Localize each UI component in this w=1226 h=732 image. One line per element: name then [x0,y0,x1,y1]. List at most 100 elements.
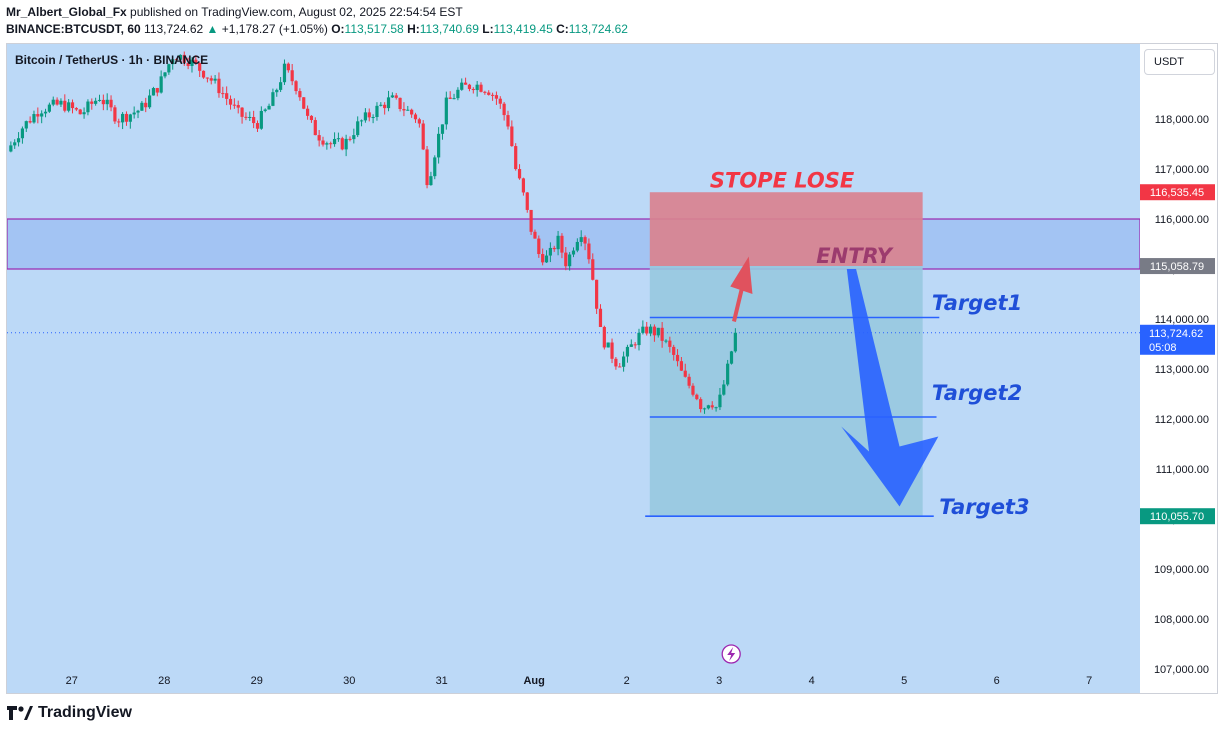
candle-body [579,237,583,242]
candle-body [506,115,510,127]
candle-body [159,76,163,93]
candle-body [691,385,695,395]
candle-body [610,342,614,359]
candle-body [32,114,36,123]
candle-body [502,103,506,116]
candle-body [16,138,21,143]
candle-body [410,109,414,115]
low-value: 113,419.45 [493,22,553,36]
downtrend-arrow [841,269,939,507]
candle-body [656,327,660,336]
low-label: L: [482,22,494,36]
candle-body [198,63,202,71]
entry-label: ENTRY [816,244,893,268]
candle-body [363,112,367,121]
candle-body [209,78,213,81]
candle-body [117,121,121,123]
candle-body [433,157,437,177]
candle-body [252,116,256,124]
candle-body [213,78,217,81]
high-label: H: [407,22,420,36]
candle-body [182,54,186,63]
price-label-text: 116,535.45 [1150,187,1204,199]
candle-body [59,100,63,105]
price-label-bg [1140,258,1215,275]
candle-body [221,93,225,95]
candle-body [587,243,591,260]
candle-body [144,102,148,108]
candle-body [575,241,579,251]
symbol-legend[interactable]: Bitcoin / TetherUS · 1h · BINANCE [15,53,209,67]
candle-body [525,192,529,210]
candle-body [279,82,283,90]
candle-body [67,102,71,111]
x-tick-label: 29 [251,675,263,687]
candle-body [652,326,657,336]
candle-body [178,54,183,60]
x-tick-label: 6 [994,675,1000,687]
candle-body [298,91,302,98]
candle-body [147,95,152,108]
candle-body [517,169,522,179]
candle-body [51,99,55,105]
y-tick-label: 114,000.00 [1155,314,1209,326]
currency-button[interactable]: USDT [1144,49,1215,75]
target1-label: Target1 [932,291,1022,315]
candle-body [255,123,260,129]
candle-body [625,346,630,357]
candle-body [356,121,360,136]
candle-body [329,143,333,145]
candle-body [560,235,564,253]
candle-body [490,94,495,96]
candle-body [78,109,82,115]
candle-body [598,308,603,327]
candle-body [82,112,86,115]
candle-body [571,250,576,255]
candle-body [487,92,491,95]
candle-body [618,366,622,368]
candle-body [271,92,275,106]
candle-body [140,102,144,111]
candle-body [379,104,383,106]
change-text: +1,178.27 (+1.05%) [221,22,328,36]
candle-body [429,176,433,186]
up-triangle-icon: ▲ [206,22,219,36]
tradingview-logo[interactable]: TradingView [7,704,132,722]
candle-body [305,108,310,116]
publish-info: Mr_Albert_Global_Fx published on Trading… [6,5,463,19]
candle-body [702,408,707,410]
candle-body [113,107,117,122]
candle-body [679,361,684,371]
candle-body [348,138,352,140]
candle-body [733,332,737,352]
candle-body [629,344,633,347]
last-price-tag-text: 113,724.62 [1149,328,1203,340]
candle-body [413,114,418,120]
price-chart[interactable]: STOPE LOSE ENTRY Target1 Target2 Target3 107,… [7,44,1217,693]
candle-body [236,105,240,108]
candle-body [97,99,102,101]
candle-body [510,126,514,147]
candle-body [105,99,109,105]
candle-body [63,100,67,111]
candle-body [529,209,533,232]
candle-body [47,104,51,112]
candle-body [313,120,317,136]
candle-body [28,121,32,123]
candle-body [706,405,710,409]
y-axis-background [1140,44,1217,693]
candle-body [548,247,552,256]
candle-body [70,102,75,109]
author-name[interactable]: Mr_Albert_Global_Fx [6,5,127,19]
candle-body [664,340,668,342]
last-price-text: 113,724.62 [144,22,204,36]
candle-body [325,143,329,145]
price-label-text: 110,055.70 [1150,511,1204,523]
target3-label: Target3 [939,495,1029,519]
candle-body [710,405,714,408]
high-value: 113,740.69 [419,22,479,36]
candle-body [43,111,48,114]
candle-body [552,247,556,250]
plot-background [7,44,1217,693]
ohlc-header: BINANCE:BTCUSDT, 60 113,724.62 ▲ +1,178.… [6,22,628,36]
